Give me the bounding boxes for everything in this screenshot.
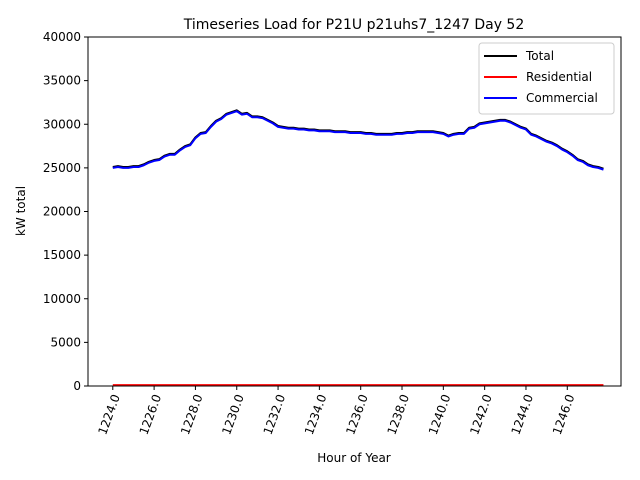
y-tick-label: 0 bbox=[73, 379, 81, 393]
series-line-commercial bbox=[112, 110, 604, 171]
x-tick-label: 1238.0 bbox=[385, 392, 413, 436]
y-axis-label: kW total bbox=[14, 186, 28, 236]
x-tick-label: 1244.0 bbox=[509, 392, 537, 436]
x-ticks: 1224.0 1226.0 1228.0 1230.0 1232.0 1234.0 1236… bbox=[95, 386, 577, 437]
chart-title: Timeseries Load for P21U p21uhs7_1247 Da… bbox=[183, 17, 525, 33]
legend-label-commercial: Commercial bbox=[526, 91, 598, 105]
y-tick-label: 30000 bbox=[43, 117, 81, 131]
x-tick-label: 1242.0 bbox=[467, 392, 495, 436]
series-layer bbox=[112, 109, 604, 387]
legend-label-total: Total bbox=[525, 49, 554, 63]
x-tick-label: 1234.0 bbox=[302, 392, 330, 436]
legend-label-residential: Residential bbox=[526, 70, 592, 84]
x-axis-label: Hour of Year bbox=[317, 451, 391, 465]
x-tick-label: 1236.0 bbox=[343, 392, 371, 436]
x-tick-label: 1246.0 bbox=[550, 392, 578, 436]
y-tick-label: 35000 bbox=[43, 74, 81, 88]
y-tick-label: 15000 bbox=[43, 248, 81, 262]
x-tick-label: 1230.0 bbox=[219, 392, 247, 436]
legend: Total Residential Commercial bbox=[478, 42, 615, 115]
y-tick-label: 10000 bbox=[43, 292, 81, 306]
y-tick-label: 25000 bbox=[43, 161, 81, 175]
x-tick-label: 1224.0 bbox=[95, 392, 123, 436]
x-tick-label: 1232.0 bbox=[261, 392, 289, 436]
x-tick-label: 1228.0 bbox=[178, 392, 206, 436]
y-tick-label: 20000 bbox=[43, 205, 81, 219]
y-tick-label: 5000 bbox=[50, 335, 81, 349]
legend-frame bbox=[478, 42, 615, 115]
y-tick-label: 40000 bbox=[43, 30, 81, 44]
x-tick-label: 1240.0 bbox=[426, 392, 454, 436]
y-ticks: 0 5000 10000 15000 20000 25000 30000 35000 40000 bbox=[43, 30, 88, 393]
x-tick-label: 1226.0 bbox=[137, 392, 165, 436]
